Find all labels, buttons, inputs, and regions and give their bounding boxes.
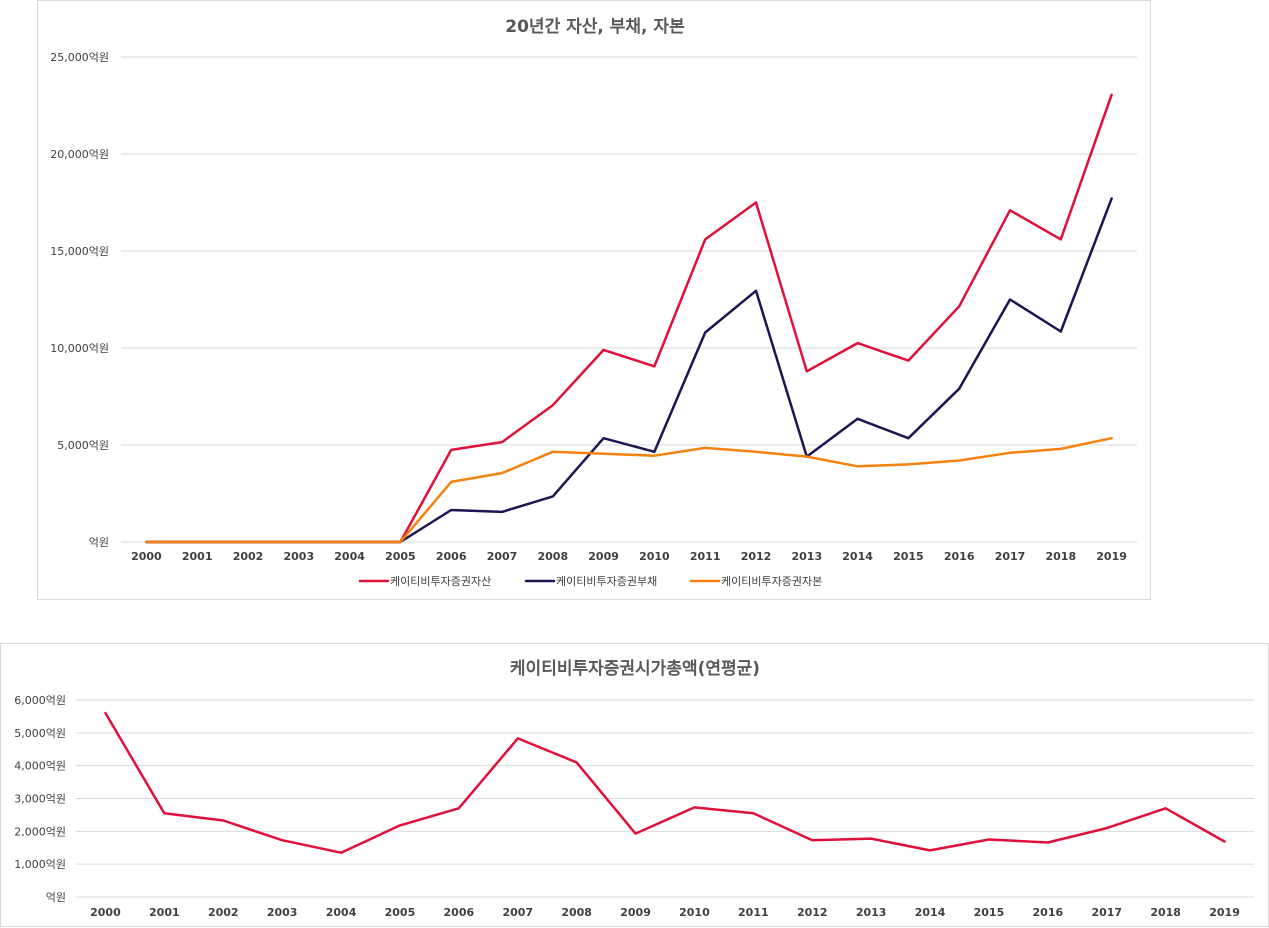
y-tick-label: 20,000억원 — [50, 148, 109, 161]
x-tick-label: 2010 — [679, 906, 710, 919]
x-tick-label: 2013 — [856, 906, 887, 919]
x-tick-label: 2015 — [974, 906, 1005, 919]
y-tick-label: 5,000억원 — [57, 439, 109, 452]
x-tick-label: 2011 — [738, 906, 769, 919]
x-tick-label: 2001 — [149, 906, 180, 919]
x-tick-label: 2019 — [1209, 906, 1240, 919]
x-tick-label: 2012 — [741, 550, 772, 563]
chart-title: 케이티비투자증권시가총액(연평균) — [510, 659, 760, 679]
series-line-2 — [145, 436, 1113, 544]
x-tick-label: 2015 — [893, 550, 924, 563]
legend-label: 케이티비투자증권자산 — [390, 575, 491, 588]
x-tick-label: 2016 — [1033, 906, 1064, 919]
series-line-1 — [145, 197, 1113, 544]
x-tick-label: 2012 — [797, 906, 828, 919]
x-tick-label: 2006 — [436, 550, 467, 563]
x-tick-label: 2007 — [487, 550, 518, 563]
x-tick-label: 2000 — [90, 906, 121, 919]
x-tick-label: 2019 — [1096, 550, 1127, 563]
x-tick-label: 2011 — [690, 550, 721, 563]
x-tick-label: 2014 — [915, 906, 946, 919]
x-tick-label: 2001 — [182, 550, 213, 563]
x-tick-label: 2007 — [502, 906, 533, 919]
x-tick-label: 2017 — [995, 550, 1026, 563]
x-tick-label: 2003 — [283, 550, 314, 563]
y-tick-label: 6,000억원 — [14, 694, 66, 707]
assets-liabilities-equity-chart: 20년간 자산, 부채, 자본 억원 5,000억원 10,000억원 15,000억… — [37, 0, 1151, 600]
x-tick-label: 2005 — [385, 906, 416, 919]
y-tick-label: 1,000억원 — [14, 858, 66, 871]
x-tick-label: 2013 — [791, 550, 822, 563]
legend-label: 케이티비투자증권부채 — [556, 575, 657, 588]
x-tick-label: 2000 — [131, 550, 162, 563]
x-tick-label: 2002 — [233, 550, 264, 563]
chart-title: 20년간 자산, 부채, 자본 — [505, 17, 685, 37]
x-tick-label: 2009 — [620, 906, 651, 919]
x-tick-label: 2004 — [334, 550, 365, 563]
y-tick-label: 억원 — [46, 891, 66, 904]
x-tick-label: 2008 — [561, 906, 592, 919]
legend-label: 케이티비투자증권자본 — [721, 575, 822, 588]
y-tick-label: 15,000억원 — [50, 245, 109, 258]
series-line-0 — [104, 711, 1226, 854]
x-tick-label: 2017 — [1091, 906, 1122, 919]
x-tick-label: 2003 — [267, 906, 298, 919]
chart2-svg: 케이티비투자증권시가총액(연평균) 억원 1,000억원 2,000억원 3,000억… — [14, 659, 1254, 919]
x-tick-label: 2014 — [842, 550, 873, 563]
x-tick-label: 2009 — [588, 550, 619, 563]
y-tick-label: 3,000억원 — [14, 793, 66, 806]
series-line-0 — [145, 93, 1113, 544]
x-tick-label: 2008 — [537, 550, 568, 563]
x-tick-label: 2010 — [639, 550, 670, 563]
y-tick-label: 2,000억원 — [14, 825, 66, 838]
x-tick-label: 2018 — [1150, 906, 1181, 919]
chart1-svg: 20년간 자산, 부채, 자본 억원 5,000억원 10,000억원 15,000억… — [50, 17, 1137, 588]
y-tick-label: 10,000억원 — [50, 342, 109, 355]
x-tick-label: 2002 — [208, 906, 239, 919]
x-tick-label: 2004 — [326, 906, 357, 919]
x-tick-label: 2016 — [944, 550, 975, 563]
y-tick-label: 5,000억원 — [14, 727, 66, 740]
x-tick-label: 2018 — [1045, 550, 1076, 563]
y-tick-label: 25,000억원 — [50, 51, 109, 64]
y-tick-label: 억원 — [89, 536, 109, 549]
market-cap-chart: 케이티비투자증권시가총액(연평균) 억원 1,000억원 2,000억원 3,000억… — [0, 643, 1269, 927]
y-tick-label: 4,000억원 — [14, 760, 66, 773]
x-tick-label: 2005 — [385, 550, 416, 563]
x-tick-label: 2006 — [444, 906, 475, 919]
